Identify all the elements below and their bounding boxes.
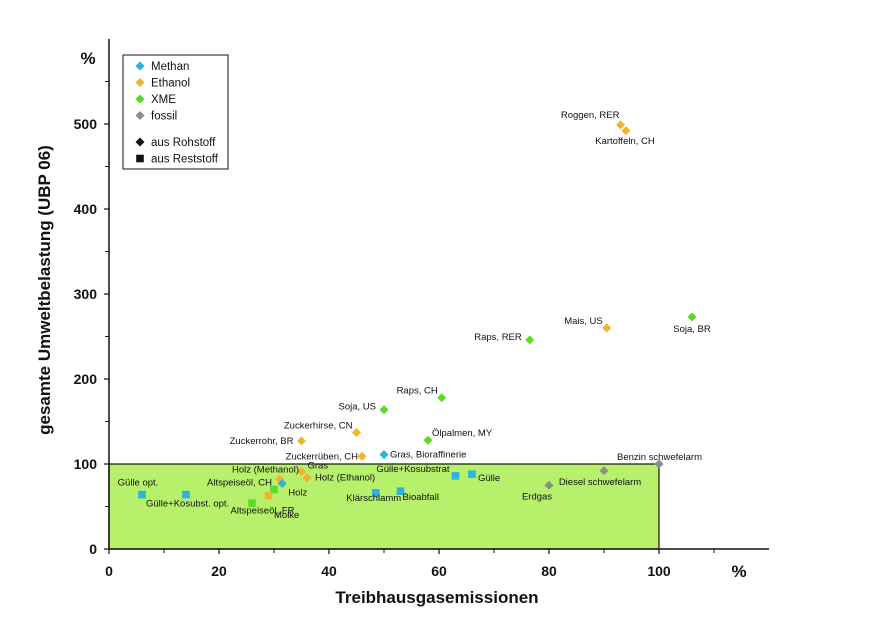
point-label: Roggen, RER [561,110,620,121]
x-unit: % [731,562,746,581]
legend-marker [135,111,145,120]
highlight-region [108,463,660,550]
y-tick-label: 0 [89,541,97,557]
legend-shape-marker [136,154,144,163]
point-label: Holz [288,488,307,499]
point-label: Gras, Bioraffinerie [390,450,466,461]
data-point [270,485,278,494]
y-tick-label: 500 [74,116,98,132]
y-tick-label: 100 [74,456,98,472]
data-point [357,451,367,461]
data-point [468,470,476,478]
legend-shape-marker [135,137,145,147]
point-label: Diesel schwefelarm [559,477,641,488]
point-label: Altspeiseöl, CH [207,478,272,489]
legend: Methan Ethanol XME fossil aus Rohstoff aus Re… [122,54,229,170]
point-label: Zuckerrüben, CH [286,451,358,462]
data-point [182,490,190,499]
point-label: Klärschlamm [346,493,401,504]
x-tick-label: 100 [647,563,671,579]
y-tick-label: 400 [74,201,98,217]
data-point [248,499,256,507]
legend-marker [135,94,145,104]
data-point [616,120,625,130]
x-tick-label: 40 [321,563,337,579]
point-label: Benzin schwefelarm [617,452,702,463]
legend-shape-label: aus Rohstoff [151,137,216,149]
y-axis-title: gesamte Umweltbelastung (UBP 06) [35,145,54,435]
data-point [621,126,631,136]
legend-label: Methan [151,61,189,73]
point-label: Zuckerhirse, CN [284,421,353,432]
x-tick-label: 80 [541,563,557,579]
point-label: Raps, RER [474,332,522,343]
axes [104,39,769,554]
data-point [437,393,447,403]
point-label: Gülle [478,473,500,484]
point-label: Zuckerrohr, BR [230,436,294,447]
data-point [297,436,306,446]
point-label: Kartoffeln, CH [595,136,655,147]
point-label: Soja, BR [673,324,711,335]
legend-label: XME [151,94,176,106]
point-label: Bioabfall [403,492,439,503]
data-point [599,466,609,476]
legend-label: Ethanol [151,78,190,90]
point-label: Molke [274,510,299,521]
x-tick-label: 60 [431,563,447,579]
data-point [297,467,306,477]
legend-marker [135,78,145,87]
y-unit: % [80,49,95,68]
data-point [379,450,389,460]
point-label: Soja, US [339,402,377,413]
legend-label: fossil [151,111,177,123]
point-label: Altspeiseöl, FR [231,505,295,516]
data-point [277,479,287,489]
data-point [379,405,389,415]
point-label: Ölpalmen, MY [432,428,493,439]
data-point [654,459,664,469]
legend-marker [135,61,145,71]
point-label: Gülle+Kosubstrat [376,464,449,475]
data-point [423,435,433,445]
data-point [687,312,697,322]
point-label: Mais, US [564,316,603,327]
point-labels: Roggen, RER Kartoffeln, CH Mais, US Soja, B… [118,110,711,521]
point-label: Holz (Methanol) [232,464,299,475]
point-label: Gülle+Kosubst. opt. [146,499,229,510]
data-point [138,490,146,499]
data-point [451,472,460,480]
y-tick-label: 200 [74,371,98,387]
x-axis-title: Treibhausgasemissionen [335,588,538,607]
x-tick-label: 20 [211,563,227,579]
data-point [544,480,554,490]
point-label: Holz (Ethanol) [315,473,375,484]
point-label: Erdgas [522,491,552,502]
point-label: Gülle opt. [118,478,159,489]
data-point [371,489,380,497]
data-point [525,335,535,345]
data-point [396,487,405,495]
x-tick-label: 0 [105,563,113,579]
data-point [264,491,273,500]
data-point [352,428,361,438]
data-point [602,323,612,333]
point-label: Raps, CH [397,386,438,397]
legend-shape-label: aus Reststoff [151,154,219,166]
data-points [138,120,697,507]
tick-labels: 0 20 40 60 80 100 0 100 200 300 400 500 [74,116,671,579]
y-tick-label: 300 [74,286,98,302]
point-label: Gras [308,461,329,472]
data-point [302,473,312,483]
